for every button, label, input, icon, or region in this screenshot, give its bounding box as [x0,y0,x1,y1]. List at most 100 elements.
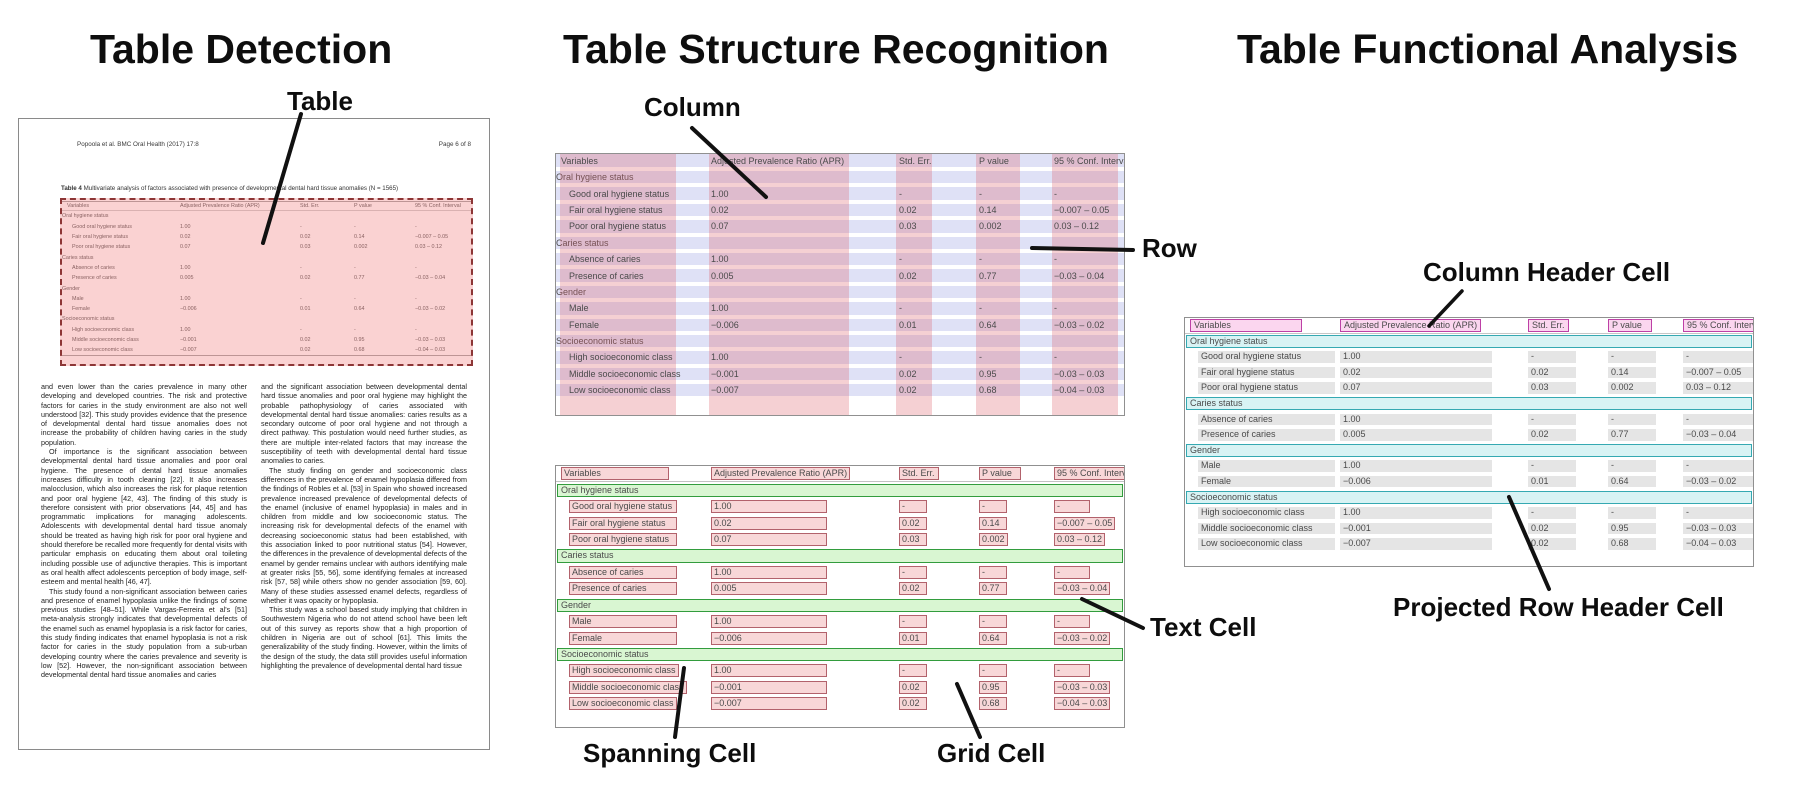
table-cell: −0.04 – 0.03 [1049,697,1124,711]
cell-text: 0.03 – 0.12 [1054,221,1100,232]
cell-text: −0.007 – 0.05 [415,234,449,241]
cell-text: 1.00 [1340,507,1492,519]
table-cell: 0.68 [349,345,410,355]
table-cell: Low socioeconomic class [556,384,706,396]
cell-text: Presence of caries [1198,429,1335,441]
table-cell: High socioeconomic class [62,325,175,335]
cell-text: - [300,326,302,333]
table-cell: 0.07 [706,533,894,547]
cell-text: Low socioeconomic class [569,697,677,711]
table-cell: 0.77 [349,273,410,283]
cell-text: 0.005 [711,582,827,596]
table-cell: 0.02 [1523,538,1603,550]
table-cell: 0.01 [1523,475,1603,488]
cell-text: Variables [561,155,598,166]
table-cell: - [894,351,974,363]
cell-text: - [354,264,356,271]
table-cell: Presence of caries [62,273,175,283]
cell-text: −0.04 – 0.03 [1683,538,1753,550]
table-row: High socioeconomic class 1.00 - - - [62,325,471,335]
cell-text: 0.02 [899,697,927,711]
functional-analysis-table: Variables Adjusted Prevalence Ratio (APR)… [1184,317,1754,567]
cell-text: −0.04 – 0.03 [1054,385,1105,396]
cell-text: 1.00 [1340,413,1492,426]
table-cell: 0.03 – 0.12 [1049,533,1124,547]
table-row: Female −0.006 0.01 0.64 −0.03 – 0.02 [556,318,1124,335]
table-cell: - [410,222,471,232]
column-header-cell: Std. Err. [295,201,349,211]
table-cell: Good oral hygiene status [556,188,706,200]
table-cell: 0.02 [1523,366,1603,379]
table-cell: 1.00 [706,566,894,580]
spanning-cell: Gender [557,598,1123,613]
cell-text: Absence of caries [1198,413,1335,426]
table-cell: 1.00 [706,664,894,678]
panel-title-functional-analysis: Table Functional Analysis [1237,26,1739,72]
table-row: Fair oral hygiene status 0.02 0.02 0.14 −0.0… [62,232,471,242]
table-cell: Fair oral hygiene status [556,204,706,216]
table-cell: Female [62,304,175,314]
cell-text: - [1683,460,1753,472]
table-cell: Female [556,631,706,645]
table-cell: Presence of caries [1185,429,1335,441]
column-callout-label: Column [644,92,741,122]
cell-text: 0.03 – 0.12 [1054,533,1106,547]
cell-text: −0.001 [711,368,739,379]
table-cell: 1.00 [1335,413,1523,426]
table-cell: 0.03 [894,220,974,232]
table-cell: 0.002 [974,533,1049,547]
table-cell: - [894,664,974,678]
table-cell: 0.02 [894,582,974,596]
table-cell: - [1678,351,1753,363]
spanning-cell: Oral hygiene status [1186,334,1752,348]
cell-text: −0.03 – 0.04 [1054,270,1105,281]
spanning-cell: Gender [62,285,80,292]
table-cell: 0.005 [706,270,894,282]
cell-text: −0.03 – 0.04 [1683,429,1753,441]
table-row: Male 1.00 - - - [62,294,471,304]
section-row: Socioeconomic status [62,314,471,324]
table-cell: 1.00 [175,263,295,273]
table-cell: −0.007 [706,384,894,396]
cell-text: 0.64 [354,306,365,313]
spanning-cell: Socioeconomic status [556,336,644,347]
cell-text: 0.64 [1608,475,1656,488]
cell-text: 1.00 [180,326,191,333]
table-cell: 1.00 [175,222,295,232]
cell-text: −0.007 [711,697,827,711]
cell-text: Good oral hygiene status [569,500,677,514]
table-cell: 0.64 [974,319,1049,331]
cell-text: −0.007 [1340,538,1492,550]
cell-text: 0.77 [354,275,365,282]
cell-text: 0.07 [180,244,191,251]
table-cell: - [1049,566,1124,580]
header-row: Variables Adjusted Prevalence Ratio (APR)… [556,466,1124,483]
table-cell: - [1603,460,1678,472]
section-row: Socioeconomic status [1185,490,1753,506]
cell-text: Good oral hygiene status [72,223,132,230]
section-row: Gender [556,285,1124,303]
table-row: Presence of caries 0.005 0.02 0.77 −0.03 – 0… [556,269,1124,286]
cell-text: −0.03 – 0.04 [415,275,446,282]
column-header-cell: Std. Err. [894,155,974,167]
table-cell: Absence of caries [1185,413,1335,426]
cell-text: Male [1198,460,1335,472]
table-row: Fair oral hygiene status 0.02 0.02 0.14 −0.0… [556,203,1124,221]
table-cell: - [974,188,1049,200]
table-row: Female −0.006 0.01 0.64 −0.03 – 0.02 [1185,474,1753,490]
cell-text: 0.95 [1608,522,1656,535]
cell-text: Absence of caries [569,566,677,580]
table-cell: Female [556,319,706,331]
table-cell: 0.01 [295,304,349,314]
table-cell: - [1049,615,1124,629]
cell-text: −0.006 [711,319,739,330]
table-cell: 0.02 [1523,522,1603,535]
table-cell: 0.95 [1603,522,1678,535]
cell-text: - [899,664,927,678]
table-cell: - [1049,302,1124,314]
panel-title-table-detection: Table Detection [90,26,393,72]
table-cell: - [349,294,410,304]
cell-text: - [1528,413,1576,426]
cell-text: 0.005 [1340,429,1492,441]
table-row: Male 1.00 - - - [556,614,1124,630]
